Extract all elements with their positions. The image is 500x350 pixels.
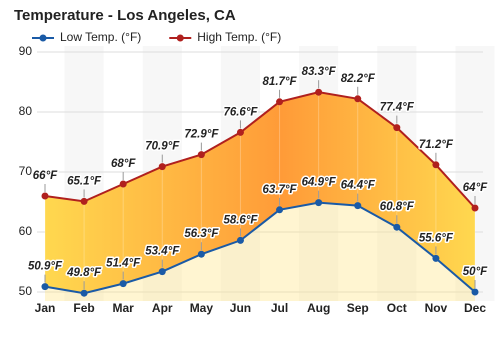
- legend: Low Temp. (°F) High Temp. (°F): [32, 30, 281, 44]
- value-label: 65.1°F: [67, 175, 102, 187]
- point: [158, 268, 166, 276]
- y-tick-label: 50: [19, 284, 33, 298]
- x-tick-label: Sep: [347, 301, 369, 315]
- x-tick-label: Jun: [230, 301, 251, 315]
- point: [119, 280, 127, 288]
- low-area: [45, 202, 475, 301]
- value-label: 64.9°F: [302, 177, 337, 189]
- value-label: 53.4°F: [145, 246, 180, 258]
- x-tick-label: Apr: [152, 301, 173, 315]
- legend-label: High Temp. (°F): [197, 30, 281, 44]
- chart-title: Temperature - Los Angeles, CA: [14, 7, 236, 24]
- value-label: 56.3°F: [184, 228, 219, 240]
- value-label: 58.6°F: [223, 214, 258, 226]
- point: [80, 197, 88, 205]
- value-label: 68°F: [111, 158, 136, 170]
- point: [80, 289, 88, 297]
- value-label: 81.7°F: [263, 76, 298, 88]
- point: [276, 206, 284, 214]
- x-tick-label: Feb: [73, 301, 94, 315]
- point: [393, 124, 401, 132]
- value-label: 82.2°F: [341, 73, 376, 85]
- x-tick-label: Mar: [113, 301, 135, 315]
- value-label: 63.7°F: [263, 184, 298, 196]
- x-tick-label: Nov: [425, 301, 448, 315]
- x-tick-label: Jul: [271, 301, 288, 315]
- value-label: 64°F: [463, 182, 488, 194]
- y-tick-label: 60: [19, 224, 33, 238]
- point: [471, 204, 479, 212]
- point: [315, 88, 323, 96]
- y-tick-label: 70: [19, 164, 33, 178]
- point: [41, 283, 49, 291]
- point: [236, 236, 244, 244]
- value-label: 66°F: [33, 170, 58, 182]
- series-line: [44, 201, 476, 295]
- x-tick-label: Dec: [464, 301, 486, 315]
- legend-marker: [39, 34, 47, 42]
- value-label: 50.9°F: [28, 261, 63, 273]
- value-label: 51.4°F: [106, 258, 141, 270]
- legend-label: Low Temp. (°F): [60, 30, 141, 44]
- point: [393, 223, 401, 231]
- series-line: [44, 91, 476, 209]
- value-label: 72.9°F: [184, 129, 219, 141]
- range-area: [45, 92, 475, 294]
- value-label: 60.8°F: [380, 201, 415, 213]
- x-tick-label: Aug: [307, 301, 330, 315]
- value-label: 70.9°F: [145, 141, 180, 153]
- point: [158, 163, 166, 171]
- value-label: 49.8°F: [66, 267, 102, 279]
- point: [276, 98, 284, 106]
- point: [41, 192, 49, 200]
- y-tick-label: 80: [19, 104, 33, 118]
- point: [354, 95, 362, 103]
- x-tick-label: Oct: [387, 301, 407, 315]
- point: [197, 151, 205, 159]
- point: [236, 128, 244, 136]
- point: [432, 161, 440, 169]
- point: [197, 250, 205, 258]
- legend-marker: [176, 34, 184, 42]
- point: [432, 254, 440, 262]
- value-label: 77.4°F: [380, 102, 415, 114]
- point: [315, 199, 323, 207]
- value-label: 55.6°F: [419, 232, 454, 244]
- point: [119, 180, 127, 188]
- value-label: 71.2°F: [419, 139, 454, 151]
- x-tick-label: Jan: [35, 301, 56, 315]
- y-tick-label: 90: [19, 44, 33, 58]
- value-label: 83.3°F: [302, 66, 337, 78]
- point: [354, 202, 362, 210]
- point: [471, 288, 479, 296]
- value-label: 50°F: [463, 266, 488, 278]
- x-tick-label: May: [190, 301, 214, 315]
- value-label: 64.4°F: [341, 180, 376, 192]
- value-label: 76.6°F: [223, 106, 258, 118]
